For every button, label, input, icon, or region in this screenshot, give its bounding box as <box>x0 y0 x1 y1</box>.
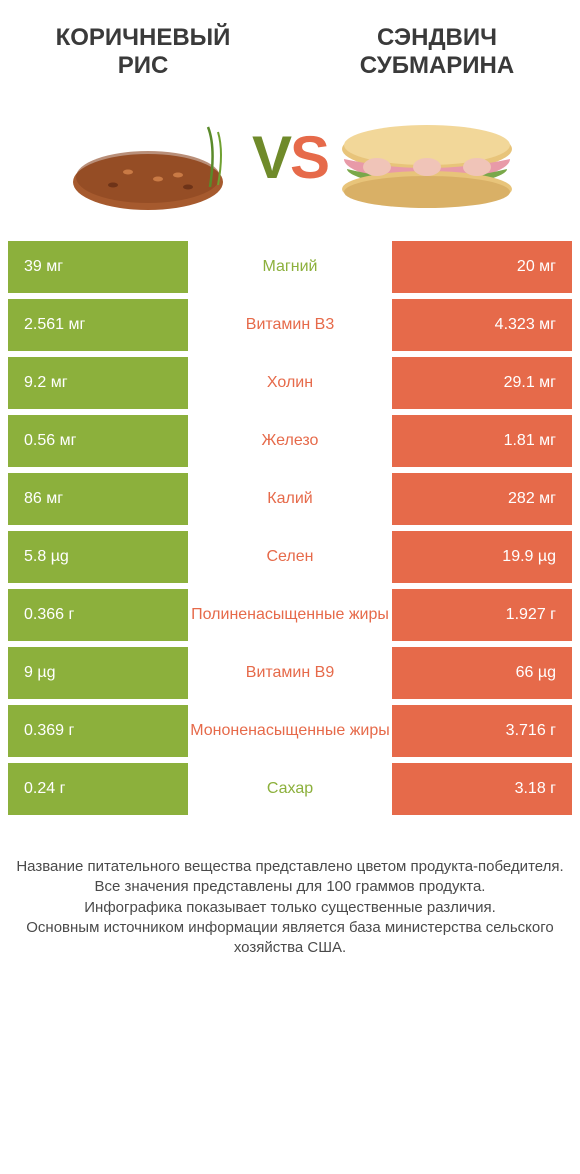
footer-line-1: Название питательного вещества представл… <box>14 857 566 877</box>
comparison-table: 39 мгМагний20 мг2.561 мгВитамин B34.323 … <box>0 241 580 821</box>
table-row: 0.369 гМононенасыщенные жиры3.716 г <box>8 705 572 763</box>
sub-sandwich-icon <box>332 97 522 217</box>
vs-label: VS <box>252 97 328 217</box>
right-value-cell: 1.927 г <box>392 589 572 641</box>
nutrient-label: Витамин B3 <box>188 299 392 351</box>
nutrient-label: Калий <box>188 473 392 525</box>
footer-line-4: Основным источником информации является … <box>14 918 566 959</box>
left-value-cell: 0.366 г <box>8 589 188 641</box>
vs-v: V <box>252 123 290 192</box>
nutrient-label: Холин <box>188 357 392 409</box>
table-row: 5.8 µgСелен19.9 µg <box>8 531 572 589</box>
table-row: 9.2 мгХолин29.1 мг <box>8 357 572 415</box>
table-row: 86 мгКалий282 мг <box>8 473 572 531</box>
table-row: 0.56 мгЖелезо1.81 мг <box>8 415 572 473</box>
right-product-title: СЭНДВИЧ СУБМАРИНА <box>322 24 552 79</box>
left-value-cell: 5.8 µg <box>8 531 188 583</box>
right-value-cell: 29.1 мг <box>392 357 572 409</box>
table-row: 39 мгМагний20 мг <box>8 241 572 299</box>
table-row: 9 µgВитамин B966 µg <box>8 647 572 705</box>
vs-s: S <box>290 123 328 192</box>
nutrient-label: Железо <box>188 415 392 467</box>
brown-rice-icon <box>58 97 248 217</box>
right-product-image <box>332 97 522 217</box>
right-value-cell: 3.18 г <box>392 763 572 815</box>
right-value-cell: 4.323 мг <box>392 299 572 351</box>
nutrient-label: Селен <box>188 531 392 583</box>
left-value-cell: 9.2 мг <box>8 357 188 409</box>
table-row: 2.561 мгВитамин B34.323 мг <box>8 299 572 357</box>
left-value-cell: 0.24 г <box>8 763 188 815</box>
left-value-cell: 86 мг <box>8 473 188 525</box>
nutrient-label: Витамин B9 <box>188 647 392 699</box>
images-row: VS <box>0 89 580 241</box>
right-value-cell: 66 µg <box>392 647 572 699</box>
footer-notes: Название питательного вещества представл… <box>0 821 580 958</box>
left-value-cell: 0.369 г <box>8 705 188 757</box>
left-product-image <box>58 97 248 217</box>
nutrient-label: Полиненасыщенные жиры <box>188 589 392 641</box>
left-value-cell: 39 мг <box>8 241 188 293</box>
right-value-cell: 3.716 г <box>392 705 572 757</box>
left-value-cell: 9 µg <box>8 647 188 699</box>
nutrient-label: Магний <box>188 241 392 293</box>
left-value-cell: 0.56 мг <box>8 415 188 467</box>
nutrient-label: Мононенасыщенные жиры <box>188 705 392 757</box>
table-row: 0.24 гСахар3.18 г <box>8 763 572 821</box>
right-value-cell: 20 мг <box>392 241 572 293</box>
right-value-cell: 1.81 мг <box>392 415 572 467</box>
header: КОРИЧНЕВЫЙ РИС СЭНДВИЧ СУБМАРИНА <box>0 0 580 89</box>
right-value-cell: 19.9 µg <box>392 531 572 583</box>
left-value-cell: 2.561 мг <box>8 299 188 351</box>
right-value-cell: 282 мг <box>392 473 572 525</box>
footer-line-3: Инфографика показывает только существенн… <box>14 898 566 918</box>
footer-line-2: Все значения представлены для 100 граммо… <box>14 877 566 897</box>
nutrient-label: Сахар <box>188 763 392 815</box>
table-row: 0.366 гПолиненасыщенные жиры1.927 г <box>8 589 572 647</box>
left-product-title: КОРИЧНЕВЫЙ РИС <box>28 24 258 79</box>
